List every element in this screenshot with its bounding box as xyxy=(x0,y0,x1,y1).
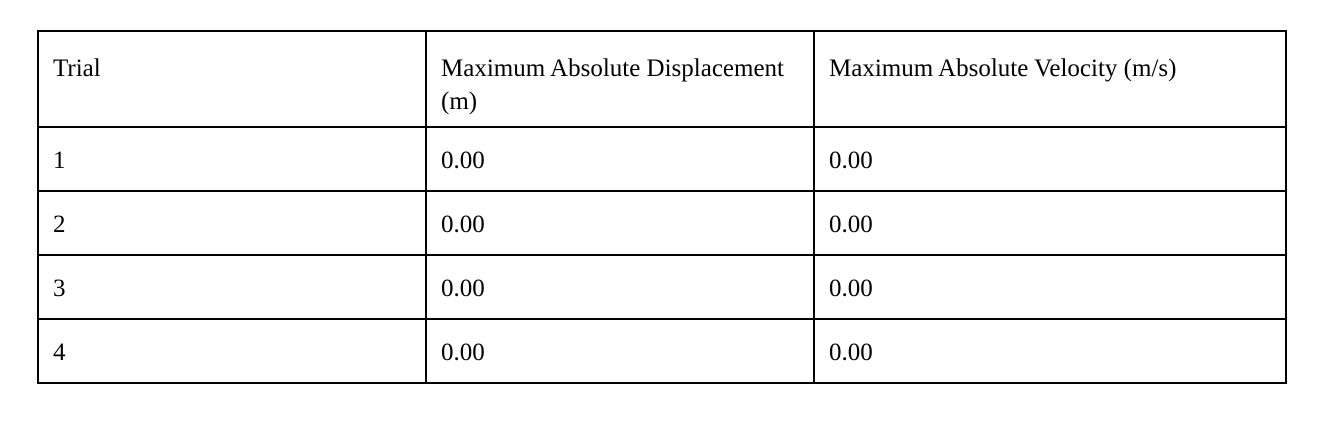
header-row: Trial Maximum Absolute Displacement (m) … xyxy=(37,30,1287,128)
cell: 1 xyxy=(37,126,427,192)
cell: 3 xyxy=(37,254,427,320)
header-cell: Maximum Absolute Velocity (m/s) xyxy=(813,30,1287,128)
cell: 0.00 xyxy=(425,318,815,384)
cell: 0.00 xyxy=(425,254,815,320)
cell: 0.00 xyxy=(425,190,815,256)
header-cell: Maximum Absolute Displacement (m) xyxy=(425,30,815,128)
cell: 0.00 xyxy=(813,190,1287,256)
cell: 2 xyxy=(37,190,427,256)
cell: 0.00 xyxy=(813,254,1287,320)
cell: 4 xyxy=(37,318,427,384)
cell: 0.00 xyxy=(813,318,1287,384)
table-row: 1 0.00 0.00 xyxy=(37,126,1287,192)
data-table: Trial Maximum Absolute Displacement (m) … xyxy=(37,30,1287,384)
cell: 0.00 xyxy=(425,126,815,192)
table-row: 4 0.00 0.00 xyxy=(37,318,1287,384)
table-row: 2 0.00 0.00 xyxy=(37,190,1287,256)
table-row: 3 0.00 0.00 xyxy=(37,254,1287,320)
header-cell: Trial xyxy=(37,30,427,128)
cell: 0.00 xyxy=(813,126,1287,192)
